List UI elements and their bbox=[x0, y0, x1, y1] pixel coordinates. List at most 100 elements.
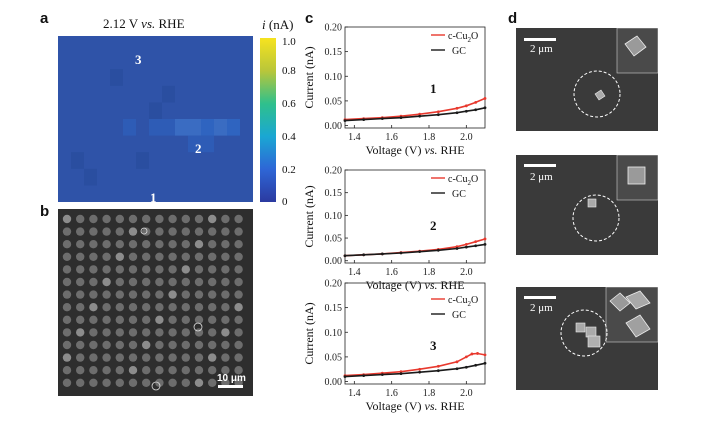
electrode-dot bbox=[62, 315, 72, 324]
electrode-dot bbox=[194, 315, 204, 324]
x-tick-label: 1.8 bbox=[423, 388, 436, 399]
electrode-dot bbox=[102, 240, 111, 249]
electrode-dot bbox=[142, 277, 151, 287]
electrode-dot bbox=[115, 315, 124, 324]
electrode-dot bbox=[234, 353, 243, 362]
electrode-dot bbox=[168, 214, 177, 224]
cube-crystal bbox=[587, 335, 601, 348]
electrode-dot bbox=[155, 240, 164, 249]
electrode-dot bbox=[128, 265, 138, 274]
map-cell bbox=[214, 119, 227, 136]
colorbar-tick: 0.2 bbox=[282, 164, 296, 176]
electrode-dot bbox=[89, 214, 98, 224]
iv-plot-1: 0.00 0.05 0.10 0.15 0.20 1.4 1.6 1.8 2.0Voltage … bbox=[302, 23, 487, 157]
highlight-circle bbox=[572, 194, 620, 242]
series-line-gc bbox=[344, 243, 486, 257]
y-tick-label: 0.20 bbox=[325, 23, 343, 34]
cube-crystal bbox=[575, 322, 586, 333]
data-point bbox=[464, 245, 468, 249]
panel-label-b: b bbox=[40, 203, 50, 220]
electrode-dot bbox=[142, 252, 151, 261]
electrode-dot bbox=[142, 315, 151, 324]
electrode-dot bbox=[234, 290, 243, 299]
electrode-dot bbox=[128, 277, 138, 287]
cube-crystal bbox=[625, 290, 651, 310]
scalebar-label-d3: 2 μm bbox=[530, 302, 553, 314]
electrode-dot bbox=[62, 366, 72, 375]
y-tick-label: 0.00 bbox=[325, 256, 343, 267]
cube-crystal bbox=[585, 326, 597, 338]
electrode-dot bbox=[234, 366, 243, 375]
y-tick-label: 0.05 bbox=[325, 96, 343, 107]
electrode-dot bbox=[102, 290, 111, 299]
series-line-gc bbox=[344, 107, 486, 122]
electrode-dot bbox=[168, 303, 177, 312]
electrode-dot bbox=[89, 328, 98, 337]
marked-site bbox=[193, 322, 203, 332]
map-cell bbox=[201, 119, 214, 136]
electrode-dot bbox=[155, 340, 164, 350]
data-point bbox=[436, 110, 440, 114]
electrode-dot bbox=[155, 214, 164, 224]
sem-image-3 bbox=[516, 287, 658, 390]
plot-frame bbox=[344, 169, 486, 264]
map-title-potential: 2.12 V bbox=[103, 16, 138, 31]
electrode-dot bbox=[89, 340, 98, 350]
electrode-dot bbox=[194, 353, 204, 362]
map-cell bbox=[162, 85, 175, 103]
electrode-dot bbox=[115, 290, 124, 299]
electrode-dot bbox=[115, 328, 124, 337]
data-point bbox=[455, 247, 459, 250]
electrode-dot bbox=[128, 303, 138, 312]
electrode-dot bbox=[62, 277, 72, 287]
map-cell bbox=[162, 119, 175, 136]
electrode-dot bbox=[62, 340, 72, 350]
electrode-dot bbox=[221, 240, 230, 249]
electrode-dot bbox=[181, 366, 190, 375]
map-cell bbox=[123, 119, 136, 136]
legend-label-gc: GC bbox=[452, 46, 466, 57]
data-point bbox=[455, 360, 459, 364]
plot-number: 3 bbox=[430, 338, 437, 353]
electrode-dot bbox=[208, 353, 217, 362]
series-line-gc bbox=[344, 362, 486, 378]
electrode-dot bbox=[234, 240, 243, 249]
data-point bbox=[399, 116, 403, 120]
electrode-dot bbox=[168, 315, 177, 324]
electrode-dot bbox=[221, 353, 230, 362]
x-tick-label: 1.4 bbox=[348, 267, 361, 278]
electrode-dot bbox=[128, 315, 138, 324]
cube-crystal bbox=[587, 198, 597, 208]
electrode-dot bbox=[208, 303, 217, 312]
current-map bbox=[58, 36, 276, 202]
data-point bbox=[418, 112, 422, 116]
electrode-dot bbox=[142, 328, 151, 337]
electrode-dot bbox=[155, 353, 164, 362]
electrode-dots bbox=[62, 214, 243, 387]
electrode-dot bbox=[128, 340, 138, 350]
electrode-dot bbox=[142, 214, 151, 224]
panel-label-d: d bbox=[508, 10, 518, 27]
data-point bbox=[418, 370, 422, 374]
electrode-dot bbox=[221, 366, 230, 375]
panel-label-a: a bbox=[40, 10, 49, 27]
data-point bbox=[464, 109, 468, 113]
y-tick-label: 0.15 bbox=[325, 303, 343, 314]
highlight-circle bbox=[560, 309, 608, 357]
electrode-dot bbox=[234, 315, 243, 324]
electrode-dot bbox=[128, 366, 138, 375]
electrode-dot bbox=[62, 378, 72, 387]
electrode-dot bbox=[208, 328, 217, 337]
electrode-dot bbox=[76, 265, 85, 274]
y-tick-label: 0.20 bbox=[325, 279, 343, 290]
electrode-dot bbox=[208, 240, 217, 249]
map-cell bbox=[175, 119, 188, 136]
electrode-dot bbox=[221, 315, 230, 324]
x-tick-label: 2.0 bbox=[460, 132, 473, 143]
data-point bbox=[380, 373, 384, 377]
map-title: 2.12 V vs. RHE bbox=[103, 16, 185, 32]
electrode-dot bbox=[234, 252, 243, 261]
sem-image-1 bbox=[516, 28, 658, 131]
electrode-dot bbox=[142, 240, 151, 249]
map-title-ref: RHE bbox=[158, 16, 185, 31]
